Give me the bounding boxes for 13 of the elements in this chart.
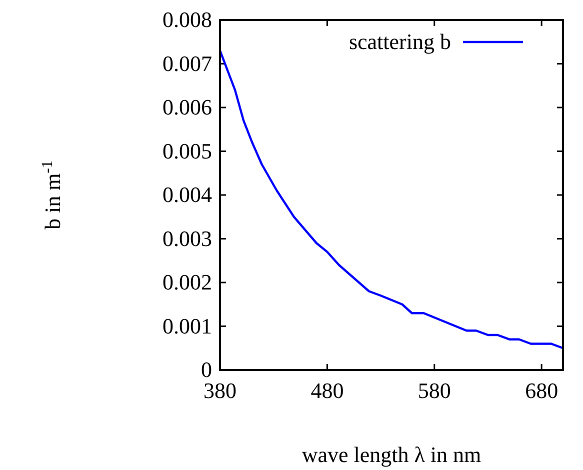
y-tick-label: 0.006	[162, 94, 212, 120]
y-tick-label: 0.008	[162, 7, 212, 32]
x-axis-title: wave length λ in nm	[302, 442, 482, 467]
y-tick-label: 0.001	[162, 313, 212, 338]
x-tick-label: 580	[418, 378, 451, 403]
y-tick-label: 0.003	[162, 226, 212, 251]
legend-label: scattering b	[348, 29, 451, 54]
y-tick-label: 0.007	[162, 50, 212, 76]
y-tick-label: 0.005	[162, 138, 212, 164]
x-tick-label: 480	[310, 378, 344, 403]
x-tick-label: 680	[525, 378, 558, 403]
y-tick-label: 0.002	[162, 270, 212, 294]
y-tick-label: 0.004	[162, 182, 212, 207]
